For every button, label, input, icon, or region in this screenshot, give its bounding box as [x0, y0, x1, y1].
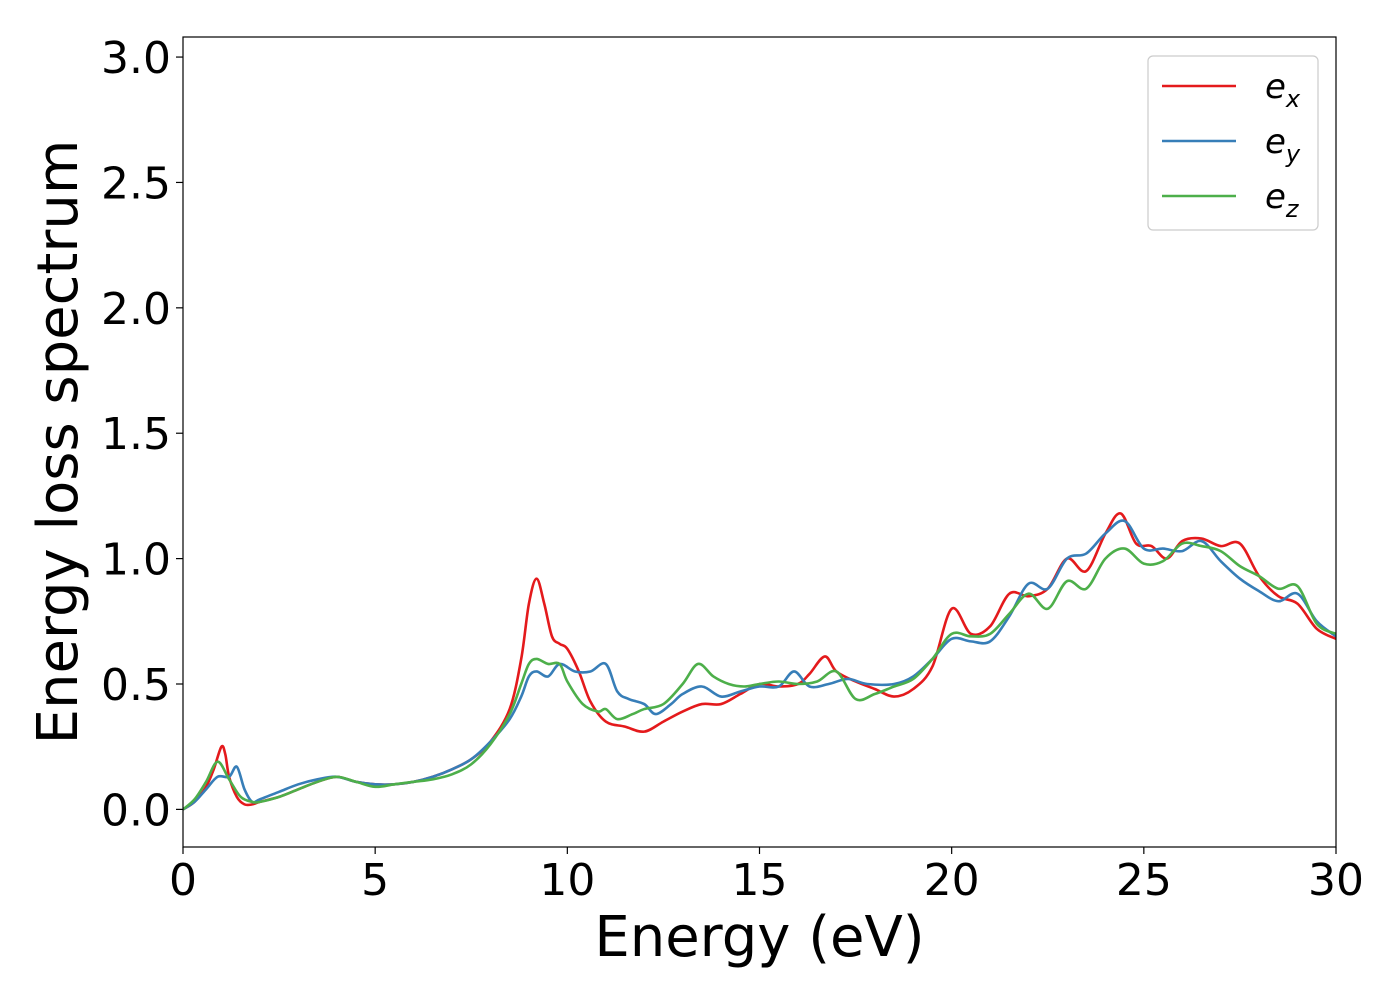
y-tick-label: 1.5: [101, 409, 171, 460]
x-tick-label: 20: [924, 855, 980, 906]
x-axis-ticks: 0 5 10 15 20 25 30: [169, 847, 1364, 906]
y-tick-label: 1.0: [101, 535, 171, 586]
y-tick-label: 2.5: [101, 158, 171, 209]
y-axis-label: Energy loss spectrum: [26, 140, 91, 745]
y-tick-label: 0.0: [101, 785, 171, 836]
legend-label-subscript: y: [1285, 140, 1301, 168]
y-tick-label: 3.0: [101, 33, 171, 84]
y-tick-label: 2.0: [101, 284, 171, 335]
x-tick-label: 0: [169, 855, 197, 906]
x-tick-label: 5: [361, 855, 389, 906]
y-tick-label: 0.5: [101, 660, 171, 711]
x-axis-label: Energy (eV): [594, 905, 924, 970]
legend-label-z: ez: [1265, 177, 1300, 223]
legend-label-base: e: [1265, 177, 1286, 217]
y-axis-ticks: 0.0 0.5 1.0 1.5 2.0 2.5 3.0: [101, 33, 183, 836]
x-tick-label: 30: [1308, 855, 1364, 906]
series-layer: [183, 512, 1336, 811]
x-tick-label: 10: [539, 855, 595, 906]
legend-label-base: e: [1265, 122, 1286, 162]
legend-label-base: e: [1265, 67, 1286, 107]
legend-label-y: ey: [1265, 122, 1301, 168]
legend-label-subscript: z: [1285, 195, 1300, 223]
x-tick-label: 25: [1116, 855, 1172, 906]
legend-label-x: ex: [1265, 67, 1301, 113]
series-line-z: [183, 541, 1336, 811]
legend-label-subscript: x: [1285, 85, 1301, 113]
legend-box: [1147, 55, 1319, 231]
x-tick-label: 15: [732, 855, 788, 906]
